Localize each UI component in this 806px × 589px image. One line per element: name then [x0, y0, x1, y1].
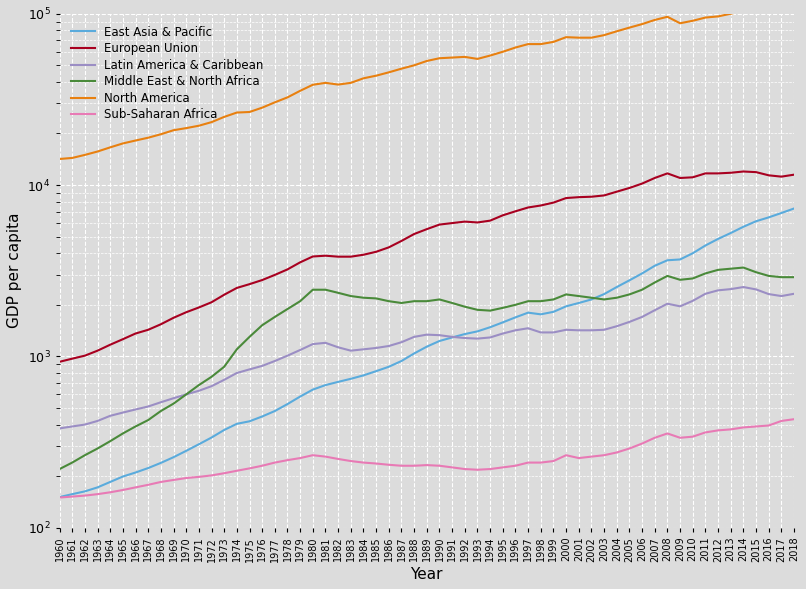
X-axis label: Year: Year	[410, 567, 443, 582]
Sub-Saharan Africa	[587, 453, 596, 460]
North America	[245, 108, 255, 115]
North America	[434, 55, 444, 62]
European Union	[789, 171, 799, 178]
Line: North America: North America	[60, 0, 794, 159]
Middle East & North Africa	[245, 333, 255, 340]
Line: European Union: European Union	[60, 171, 794, 362]
European Union	[55, 358, 64, 365]
European Union	[245, 280, 255, 287]
Line: East Asia & Pacific: East Asia & Pacific	[60, 209, 794, 497]
Legend: East Asia & Pacific, European Union, Latin America & Caribbean, Middle East & No: East Asia & Pacific, European Union, Lat…	[65, 19, 270, 127]
Latin America & Caribbean	[168, 395, 178, 402]
East Asia & Pacific	[168, 454, 178, 461]
Latin America & Caribbean	[80, 421, 89, 428]
Sub-Saharan Africa	[131, 484, 140, 491]
Middle East & North Africa	[168, 400, 178, 407]
East Asia & Pacific	[131, 469, 140, 476]
Middle East & North Africa	[131, 423, 140, 430]
East Asia & Pacific	[789, 205, 799, 212]
Latin America & Caribbean	[738, 283, 748, 290]
Line: Middle East & North Africa: Middle East & North Africa	[60, 267, 794, 469]
Sub-Saharan Africa	[245, 465, 255, 472]
Sub-Saharan Africa	[168, 477, 178, 484]
East Asia & Pacific	[434, 337, 444, 345]
Middle East & North Africa	[738, 264, 748, 271]
Latin America & Caribbean	[131, 406, 140, 413]
Middle East & North Africa	[55, 465, 64, 472]
North America	[131, 137, 140, 144]
East Asia & Pacific	[587, 296, 596, 303]
East Asia & Pacific	[80, 488, 89, 495]
Latin America & Caribbean	[434, 332, 444, 339]
Line: Sub-Saharan Africa: Sub-Saharan Africa	[60, 419, 794, 498]
North America	[80, 151, 89, 158]
Latin America & Caribbean	[55, 425, 64, 432]
European Union	[131, 330, 140, 337]
Middle East & North Africa	[587, 294, 596, 301]
European Union	[168, 315, 178, 322]
Middle East & North Africa	[789, 274, 799, 281]
European Union	[80, 352, 89, 359]
Middle East & North Africa	[80, 452, 89, 459]
Latin America & Caribbean	[245, 366, 255, 373]
Line: Latin America & Caribbean: Latin America & Caribbean	[60, 287, 794, 428]
Latin America & Caribbean	[587, 327, 596, 334]
European Union	[587, 193, 596, 200]
Y-axis label: GDP per capita: GDP per capita	[7, 213, 22, 329]
Sub-Saharan Africa	[80, 492, 89, 499]
North America	[168, 127, 178, 134]
Sub-Saharan Africa	[55, 494, 64, 501]
Sub-Saharan Africa	[789, 416, 799, 423]
Middle East & North Africa	[434, 296, 444, 303]
European Union	[434, 221, 444, 228]
East Asia & Pacific	[245, 418, 255, 425]
North America	[55, 155, 64, 163]
European Union	[738, 168, 748, 175]
Latin America & Caribbean	[789, 290, 799, 297]
Sub-Saharan Africa	[434, 462, 444, 469]
East Asia & Pacific	[55, 494, 64, 501]
North America	[789, 0, 799, 2]
North America	[587, 34, 596, 41]
